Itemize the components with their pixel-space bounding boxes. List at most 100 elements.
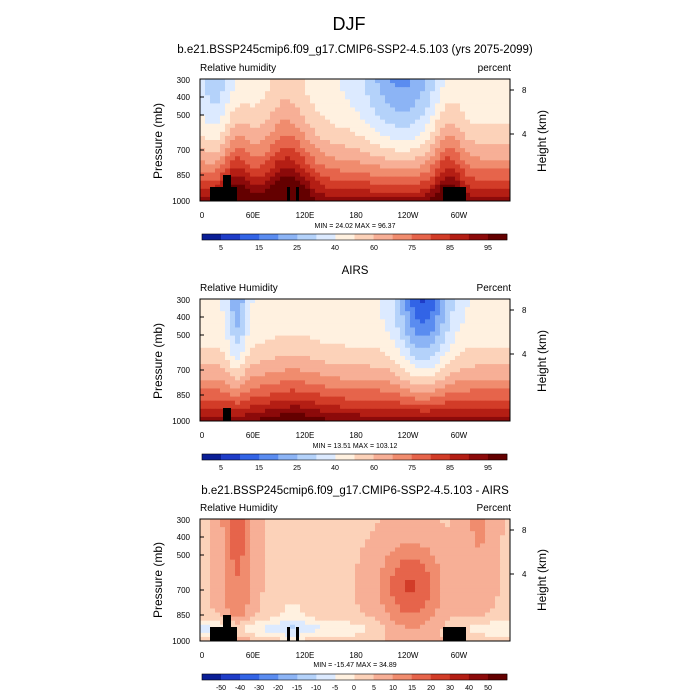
heatmap-cell (470, 339, 476, 345)
colorbar-frame (201, 453, 508, 461)
heatmap-cell (320, 91, 326, 96)
heatmap-cell (290, 376, 296, 381)
heatmap-cell (295, 307, 301, 312)
heatmap-cell (485, 539, 491, 544)
heatmap-cell (425, 192, 431, 198)
heatmap-cell (410, 95, 416, 100)
heatmap-cell (505, 307, 511, 312)
heatmap-cell (360, 172, 366, 177)
heatmap-cell (400, 115, 406, 121)
heatmap-cell (430, 83, 436, 88)
heatmap-cell (290, 575, 296, 581)
heatmap-cell (240, 559, 246, 565)
heatmap-cell (325, 347, 331, 353)
heatmap-cell (505, 83, 511, 88)
heatmap-cell (400, 83, 406, 88)
heatmap-cell (245, 164, 251, 169)
heatmap-cell (480, 376, 486, 381)
heatmap-cell (405, 567, 411, 573)
heatmap-cell (415, 315, 421, 320)
heatmap-cell (265, 404, 271, 410)
heatmap-cell (220, 160, 226, 165)
heatmap-cell (200, 535, 206, 540)
heatmap-cell (270, 327, 276, 332)
heatmap-cell (310, 140, 316, 145)
heatmap-cell (430, 355, 436, 361)
heatmap-cell (305, 91, 311, 96)
heatmap-cell (240, 91, 246, 96)
heatmap-cell (320, 164, 326, 169)
heatmap-cell (340, 127, 346, 133)
heatmap-cell (470, 299, 476, 304)
heatmap-cell (225, 172, 231, 177)
heatmap-cell (305, 364, 311, 369)
heatmap-cell (395, 527, 401, 532)
heatmap-cell (440, 323, 446, 328)
heatmap-cell (285, 87, 291, 92)
heatmap-cell (495, 527, 501, 532)
heatmap-cell (225, 400, 231, 406)
heatmap-cell (380, 140, 386, 145)
heatmap-cell (430, 184, 436, 190)
heatmap-cell (425, 343, 431, 349)
heatmap-cell (360, 160, 366, 165)
heatmap-cell (305, 311, 311, 316)
heatmap-cell (470, 188, 476, 194)
heatmap-cell (335, 107, 341, 112)
heatmap-cell (270, 144, 276, 149)
heatmap-cell (285, 107, 291, 112)
heatmap-cell (370, 192, 376, 198)
heatmap-cell (240, 531, 246, 536)
heatmap-cell (475, 396, 481, 402)
heatmap-cell (200, 135, 206, 141)
heatmap-cell (260, 531, 266, 536)
heatmap-cell (330, 156, 336, 161)
heatmap-cell (305, 380, 311, 385)
heatmap-cell (345, 111, 351, 116)
heatmap-cell (500, 99, 506, 104)
heatmap-cell (240, 156, 246, 161)
heatmap-cell (255, 168, 261, 173)
heatmap-cell (270, 79, 276, 84)
heatmap-cell (380, 196, 386, 202)
heatmap-cell (255, 376, 261, 381)
heatmap-cell (290, 531, 296, 536)
heatmap-cell (205, 164, 211, 169)
heatmap-cell (220, 307, 226, 312)
heatmap-cell (445, 412, 451, 418)
heatmap-cell (240, 404, 246, 410)
heatmap-cell (295, 347, 301, 353)
heatmap-cell (430, 571, 436, 577)
heatmap-cell (360, 123, 366, 129)
heatmap-cell (485, 164, 491, 169)
heatmap-cell (420, 584, 426, 589)
heatmap-cell (355, 364, 361, 369)
colorbar-frame (201, 233, 508, 241)
heatmap-cell (240, 103, 246, 108)
heatmap-cell (240, 364, 246, 369)
heatmap-cell (230, 543, 236, 548)
heatmap-cell (490, 343, 496, 349)
heatmap-cell (420, 376, 426, 381)
heatmap-cell (425, 99, 431, 104)
heatmap-cell (375, 563, 381, 569)
heatmap-cell (265, 331, 271, 336)
heatmap-cell (345, 303, 351, 308)
heatmap-cell (380, 168, 386, 173)
heatmap-cell (310, 539, 316, 544)
heatmap-cell (235, 83, 241, 88)
heatmap-cell (355, 152, 361, 157)
heatmap-cell (310, 160, 316, 165)
heatmap-cell (435, 571, 441, 577)
heatmap-cell (240, 168, 246, 173)
heatmap-cell (335, 368, 341, 373)
heatmap-cell (445, 83, 451, 88)
heatmap-cell (360, 127, 366, 133)
heatmap-cell (310, 339, 316, 345)
heatmap-cell (490, 396, 496, 402)
heatmap-cell (315, 127, 321, 133)
heatmap-cell (375, 148, 381, 153)
heatmap-cell (265, 567, 271, 573)
heatmap-cell (280, 404, 286, 410)
heatmap-cell (365, 127, 371, 133)
